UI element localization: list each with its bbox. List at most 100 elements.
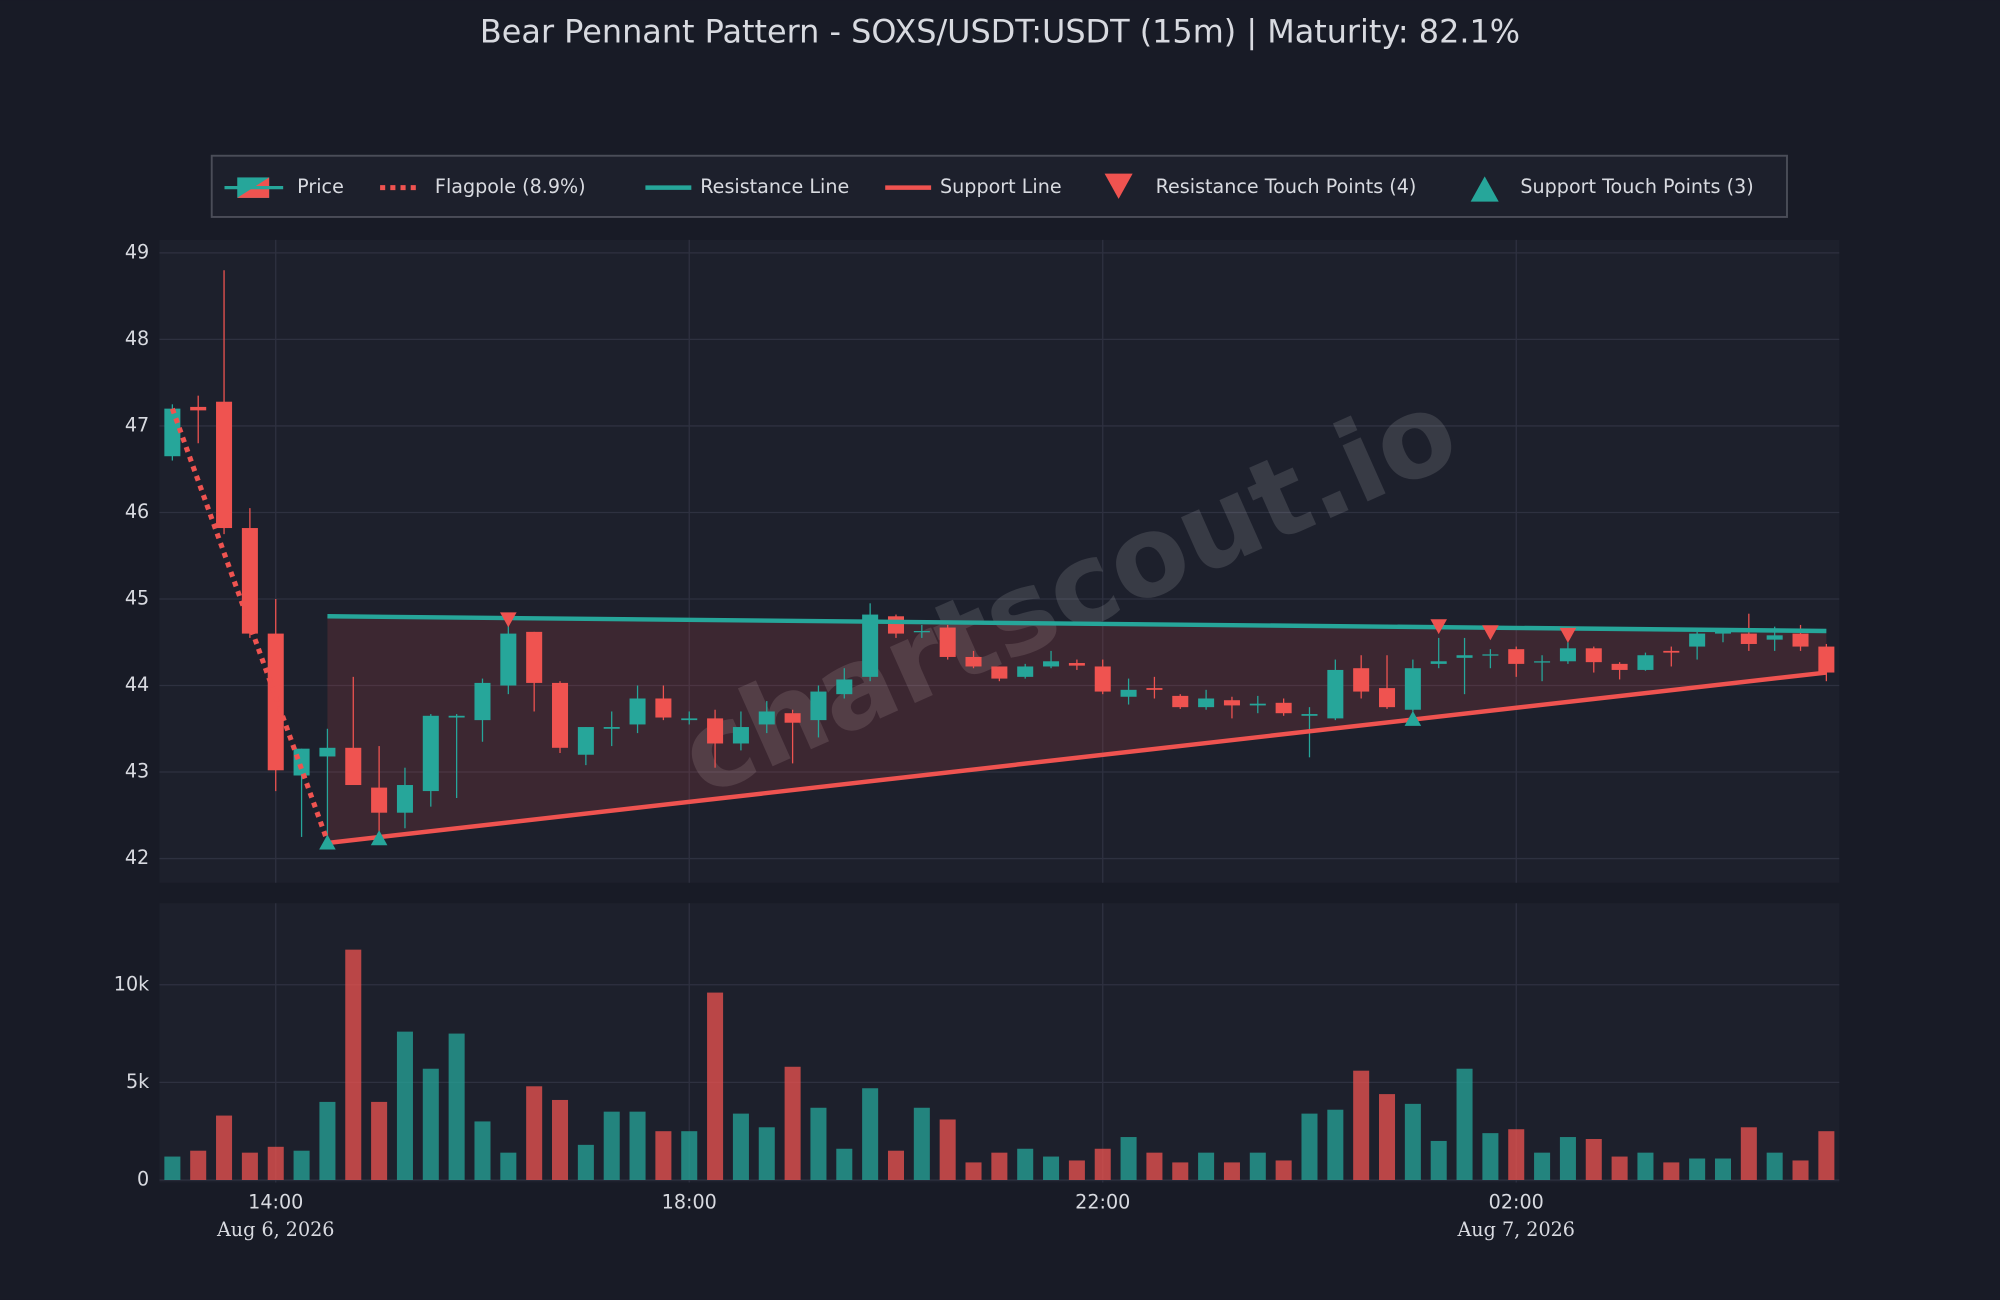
volume-bar	[913, 1107, 930, 1180]
candle-body	[1585, 648, 1602, 663]
volume-bar	[396, 1031, 413, 1180]
candle-body	[1456, 655, 1473, 658]
volume-bar	[241, 1152, 258, 1180]
volume-bar	[1249, 1152, 1266, 1180]
volume-bar	[836, 1148, 853, 1180]
volume-bar	[1559, 1137, 1576, 1180]
volume-bar	[758, 1127, 775, 1180]
candle-body	[448, 715, 465, 718]
volume-bar	[603, 1111, 620, 1180]
y-tick-label: 49	[125, 240, 149, 263]
candle-body	[1792, 633, 1809, 647]
volume-bar	[1714, 1158, 1732, 1180]
volume-bar	[293, 1150, 310, 1180]
volume-bar	[1508, 1129, 1525, 1180]
volume-bar	[1585, 1138, 1602, 1180]
candle-body	[836, 679, 853, 695]
candle-body	[474, 682, 491, 721]
legend: Price Flagpole (8.9%) Resistance Line Suppo…	[224, 173, 1754, 202]
volume-bar	[1068, 1160, 1085, 1180]
candle-body	[500, 633, 517, 686]
pattern-area	[327, 616, 1827, 843]
candle-body	[164, 408, 181, 457]
y-tick-label: 48	[125, 327, 149, 350]
candle-body	[707, 718, 724, 744]
volume-bar	[707, 992, 724, 1180]
volume-bar	[887, 1150, 904, 1180]
candle-body	[345, 747, 362, 786]
legend-label: Resistance Line	[700, 175, 849, 198]
volume-bar	[526, 1086, 543, 1180]
y-tick-label: 46	[125, 500, 149, 523]
volume-bar	[1172, 1162, 1189, 1180]
volume-bar	[164, 1156, 181, 1180]
candle-body	[1818, 646, 1835, 673]
volume-bar	[1818, 1131, 1835, 1180]
legend-label: Flagpole (8.9%)	[435, 175, 586, 198]
candle-body	[1094, 666, 1111, 692]
x-tick-label: 18:00	[662, 1190, 717, 1213]
volume-bar	[1301, 1113, 1318, 1180]
volume-tick-label: 5k	[126, 1070, 150, 1093]
volume-bar	[422, 1068, 439, 1180]
volume-bar	[1740, 1127, 1757, 1180]
volume-bar	[1353, 1070, 1370, 1180]
candle-body	[991, 666, 1008, 679]
legend-label: Support Line	[940, 175, 1062, 198]
candle-body	[1353, 668, 1370, 692]
volume-bar	[216, 1115, 233, 1180]
candle-body	[1740, 633, 1757, 644]
candle-body	[319, 747, 336, 757]
touch-point	[1559, 627, 1577, 643]
volume-bar	[1637, 1152, 1654, 1180]
volume-bar	[1043, 1156, 1060, 1180]
candle-body	[1611, 663, 1628, 670]
volume-bar	[629, 1111, 646, 1180]
candle-body	[681, 718, 698, 721]
volume-bar	[1404, 1103, 1421, 1180]
x-date-label: Aug 7, 2026	[1457, 1218, 1575, 1241]
volume-bar	[681, 1131, 698, 1180]
touch-point	[500, 612, 517, 628]
volume-bar	[448, 1033, 465, 1180]
y-tick-label: 42	[125, 846, 149, 869]
volume-bar	[1120, 1137, 1137, 1180]
volume-bar	[1611, 1156, 1628, 1180]
candle-body	[1430, 661, 1447, 664]
y-tick-label: 47	[125, 413, 149, 436]
candle-body	[396, 785, 413, 813]
volume-bar	[371, 1101, 388, 1180]
volume-bar	[1663, 1162, 1680, 1180]
volume-bar	[1094, 1148, 1111, 1180]
volume-tick-label: 10k	[114, 972, 150, 995]
x-tick-label: 02:00	[1489, 1190, 1544, 1213]
candle-body	[1223, 700, 1240, 706]
volume-bar	[1482, 1133, 1499, 1180]
volume-bar	[1792, 1160, 1809, 1180]
touch-point	[1404, 710, 1422, 726]
touch-point	[370, 830, 388, 846]
candle-body	[1043, 661, 1060, 667]
volume-bar	[1327, 1109, 1344, 1180]
candle-body	[1249, 703, 1266, 706]
volume-bar	[784, 1066, 801, 1180]
candle-body	[552, 682, 569, 748]
volume-bar	[319, 1101, 336, 1180]
candle-body	[526, 631, 543, 683]
candle-body	[1327, 669, 1344, 719]
candle-body	[1559, 648, 1576, 662]
candle-body	[577, 727, 594, 755]
candle-body	[810, 691, 827, 721]
candle-body	[758, 711, 775, 725]
candle-body	[1534, 661, 1551, 663]
volume-bar	[345, 949, 362, 1180]
touch-point	[1482, 625, 1499, 641]
candle-body	[965, 656, 982, 667]
candle-body	[371, 787, 388, 813]
volume-bar	[1379, 1094, 1396, 1180]
candle-body	[293, 748, 310, 776]
pattern-line	[327, 670, 1827, 846]
candle-body	[1301, 714, 1318, 716]
volume-bar	[474, 1121, 491, 1180]
